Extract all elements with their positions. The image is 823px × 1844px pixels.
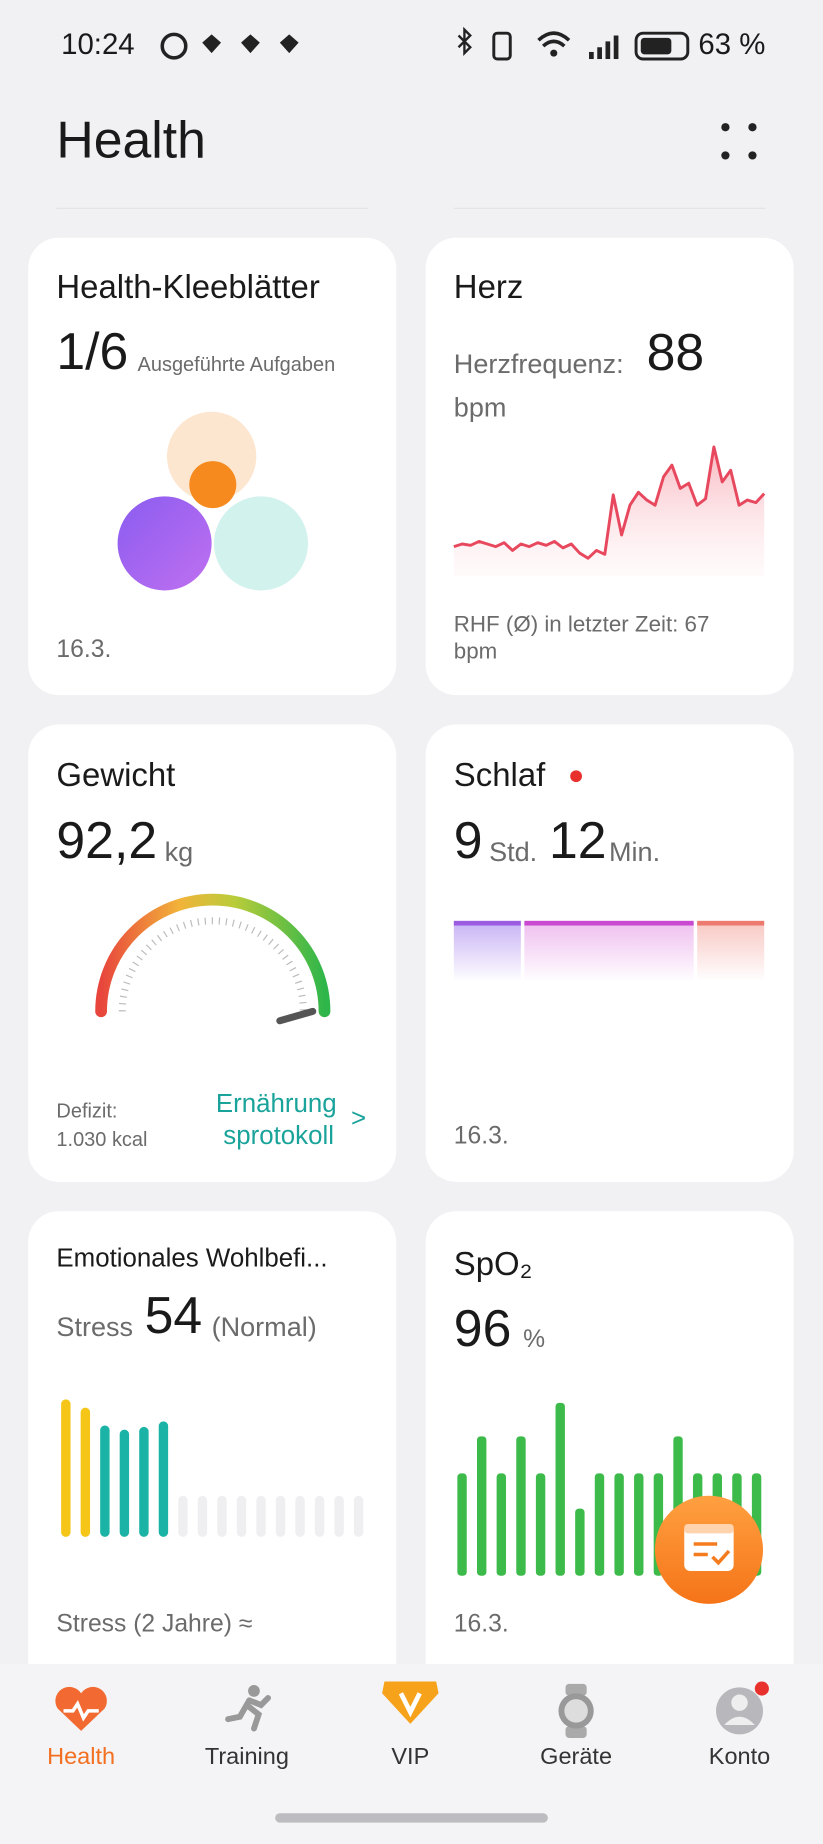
mini-charts [61,445,766,1576]
heart-area [453,447,765,577]
heart-line [453,445,766,560]
status-time: 10:24 [61,28,135,61]
stress-bar [119,1429,130,1537]
status-battery: 63 % [698,28,765,61]
nutrition-link[interactable]: Ernährung [216,1090,337,1118]
spo2-bar [614,1473,624,1576]
rhr-unit: bpm [454,639,497,664]
card-date: 16.3. [56,636,111,663]
heart-unit: bpm [454,393,507,423]
status-icons [160,26,690,61]
sleep-minutes-unit: Min. [609,837,660,867]
home-indicator [275,1813,548,1823]
spo2-bar [496,1473,507,1576]
nav-icons [55,1681,769,1738]
spo2-value: 96 [454,1299,512,1357]
clover-icon [117,411,309,591]
spo2-bar [575,1508,585,1576]
nav-label[interactable]: Health [47,1743,115,1769]
stress-footer: Stress (2 Jahre) ≈ [56,1611,252,1638]
nav-label[interactable]: Training [205,1743,289,1769]
empty-bar [236,1495,247,1537]
empty-bar [275,1495,286,1537]
heart-value: 88 [647,323,705,381]
stress-status: (Normal) [212,1312,317,1342]
empty-bar [314,1495,325,1537]
empty-bar [295,1495,305,1537]
link-arrow[interactable]: > [351,1104,366,1132]
card-title: SpO₂ [454,1245,533,1282]
sleep-hours-unit: Std. [489,837,537,867]
spo2-bar [555,1402,565,1576]
empty-bar [197,1495,208,1537]
spo2-unit: % [523,1326,545,1353]
card-title: Emotionales Wohlbefi... [56,1244,327,1272]
rhr-text: RHF (Ø) in letzter Zeit: 67 [454,612,710,637]
empty-bar [334,1495,344,1537]
stress-value: 54 [145,1286,203,1344]
spo2-bar [634,1473,644,1576]
menu-button[interactable] [721,123,757,160]
deficit-value: 1.030 kcal [56,1129,147,1151]
empty-bar [353,1495,364,1537]
stress-bar [158,1421,169,1537]
empty-bar [217,1495,227,1537]
spo2-bar [457,1473,467,1576]
card[interactable] [425,237,794,696]
spo2-bar [535,1473,546,1576]
nav-labels: Health Training VIP Geräte Konto [47,1743,770,1769]
weight-gauge [95,893,331,1025]
stress-bar [61,1399,71,1537]
card-title: Gewicht [56,756,175,793]
nav-label[interactable]: Geräte [540,1743,612,1769]
nutrition-link[interactable]: sprotokoll [223,1122,334,1150]
empty-bar [178,1495,188,1537]
card-title: Herz [454,268,523,305]
nav-label[interactable]: VIP [391,1743,429,1769]
sleep-minutes: 12 [549,811,607,869]
spo2-bar [516,1436,526,1576]
sleep-hours: 9 [454,811,483,869]
stress-bar [80,1407,91,1537]
card-caption: Ausgeführte Aufgaben [138,354,336,376]
card-date: 16.3. [454,1611,509,1638]
page-title: Health [56,110,206,168]
spo2-bar [594,1473,605,1576]
card[interactable] [28,1211,397,1706]
spo2-bar [476,1436,487,1576]
sleep-stages [453,920,765,982]
card[interactable] [28,724,397,1182]
card-title: Health-Kleeblätter [56,268,319,305]
card-value: 1/6 [56,322,128,380]
empty-bar [256,1495,266,1537]
add-record-button[interactable] [654,1495,764,1604]
deficit-label: Defizit: [56,1101,117,1123]
heart-label: Herzfrequenz: [454,349,624,379]
stress-label: Stress [56,1312,133,1342]
stress-bar [139,1426,149,1537]
stress-bar [100,1425,110,1537]
weight-unit: kg [165,837,194,867]
notification-dot [570,770,582,783]
card-date: 16.3. [454,1123,509,1150]
card-title: Schlaf [454,756,546,793]
nav-label[interactable]: Konto [709,1743,770,1769]
weight-value: 92,2 [56,811,157,869]
